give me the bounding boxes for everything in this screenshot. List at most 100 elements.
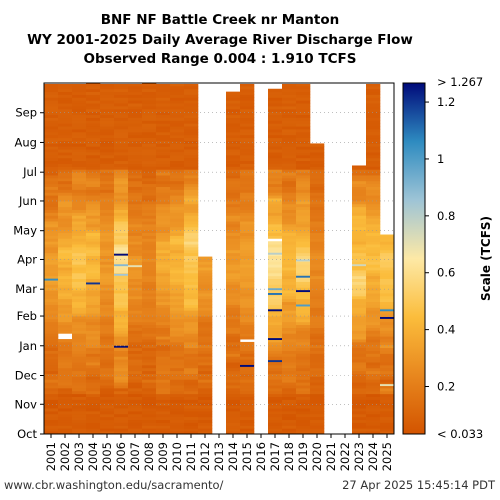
heatmap-cell (170, 103, 185, 107)
heatmap-cell (72, 419, 87, 423)
x-tick-label: 2009 (156, 442, 170, 471)
heatmap-cell (366, 422, 381, 426)
heatmap-cell (170, 367, 185, 372)
heatmap-cell (156, 318, 171, 323)
heatmap-cell (366, 419, 381, 423)
heatmap-cell (170, 235, 185, 239)
heatmap-cell (296, 364, 311, 369)
heatmap-cell (142, 313, 157, 317)
heatmap-cell (44, 416, 59, 421)
heatmap-cell (142, 232, 157, 236)
heatmap-cell (170, 172, 185, 176)
chart-title: BNF NF Battle Creek nr Manton WY 2001-20… (27, 12, 413, 67)
heatmap-cell (128, 347, 143, 351)
heatmap-cell (184, 333, 199, 337)
heatmap-cell (44, 238, 59, 242)
heatmap-cell (268, 275, 283, 280)
heatmap-cell (86, 189, 101, 193)
heatmap-cell (170, 304, 185, 308)
heatmap-cell (114, 333, 129, 337)
heatmap-cell (366, 189, 381, 193)
heatmap-cell (128, 169, 143, 173)
heatmap-cell (170, 385, 185, 389)
heatmap-cell (114, 143, 129, 147)
heatmap-cell (268, 307, 283, 311)
x-tick-label: 2002 (58, 442, 72, 471)
heatmap-cell (366, 169, 381, 173)
heatmap-cell (156, 212, 171, 216)
heatmap-cell (366, 333, 381, 337)
heatmap-cell (226, 186, 241, 190)
heatmap-cell (128, 180, 143, 185)
heatmap-cell (282, 88, 297, 93)
heatmap-cell (366, 330, 381, 334)
heatmap-cell (310, 341, 325, 346)
heatmap-cell (296, 376, 311, 380)
heatmap-cell (114, 183, 129, 187)
heatmap-cell (184, 166, 199, 170)
heatmap-cell (268, 140, 283, 144)
heatmap-cell (380, 235, 395, 239)
heatmap-cell (184, 387, 199, 392)
heatmap-cell (240, 264, 255, 268)
heatmap-cell (72, 203, 87, 208)
heatmap-cell (184, 229, 199, 234)
heatmap-cell (142, 226, 157, 231)
heatmap-cell (114, 336, 129, 340)
heatmap-cell (282, 120, 297, 124)
heatmap-cell (156, 347, 171, 351)
heatmap-cell (240, 301, 255, 305)
heatmap-cell (310, 350, 325, 354)
heatmap-cell (310, 180, 325, 185)
heatmap-cell (352, 270, 367, 274)
heatmap-cell (128, 206, 143, 210)
heatmap-cell (86, 146, 101, 150)
heatmap-cell (240, 330, 255, 334)
heatmap-cell (58, 157, 73, 162)
heatmap-cell (268, 316, 283, 320)
heatmap-cell (58, 143, 73, 147)
heatmap-cell (58, 140, 73, 144)
heatmap-cell (58, 431, 73, 435)
heatmap-cell (240, 270, 255, 274)
heatmap-cell (58, 189, 73, 193)
heatmap-cell (226, 146, 241, 150)
heatmap-cell (128, 370, 143, 374)
heatmap-cell (226, 304, 241, 308)
heatmap-cell (156, 428, 171, 432)
heatmap-cell (128, 103, 143, 107)
heatmap-cell (86, 408, 101, 412)
heatmap-cell (268, 160, 283, 164)
heatmap-cell (58, 356, 73, 360)
heatmap-cell (366, 229, 381, 234)
heatmap-cell (86, 272, 101, 277)
heatmap-cell (72, 379, 87, 383)
heatmap-cell (296, 175, 311, 179)
heatmap-cell (128, 356, 143, 360)
heatmap-cell (310, 339, 325, 343)
heatmap-cell (128, 97, 143, 101)
heatmap-cell (100, 364, 115, 369)
heatmap-cell (44, 347, 59, 351)
heatmap-cell (184, 399, 199, 403)
heatmap-cell (142, 192, 157, 196)
heatmap-cell (114, 382, 129, 386)
heatmap-cell (296, 327, 311, 331)
heatmap-cell (100, 111, 115, 116)
heatmap-cell (128, 336, 143, 340)
heatmap-cell (282, 330, 297, 334)
heatmap-cell (296, 200, 311, 205)
heatmap-cell (366, 166, 381, 170)
heatmap-cell (268, 249, 283, 254)
heatmap-cell (198, 318, 213, 323)
heatmap-cell (226, 336, 241, 340)
heatmap-cell (72, 149, 87, 153)
heatmap-cell (184, 382, 199, 386)
heatmap-cell (240, 252, 255, 257)
heatmap-cell (226, 111, 241, 116)
heatmap-cell (198, 258, 213, 262)
heatmap-cell (170, 370, 185, 374)
heatmap-cell (184, 183, 199, 187)
heatmap-cell (240, 359, 255, 363)
heatmap-cell (170, 318, 185, 323)
